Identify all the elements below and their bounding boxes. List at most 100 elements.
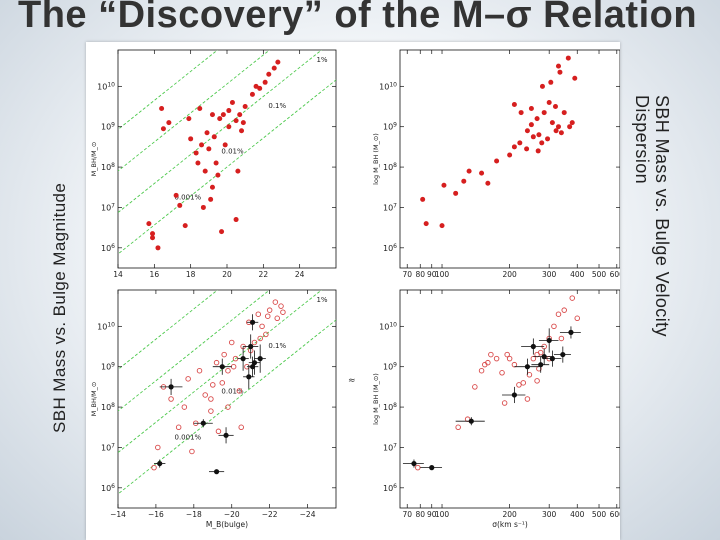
guide-label: 0.001% bbox=[174, 433, 201, 441]
data-point bbox=[210, 382, 216, 388]
data-point bbox=[530, 134, 536, 140]
data-point bbox=[549, 356, 555, 362]
data-point bbox=[266, 307, 273, 313]
x-tick-label: 600 bbox=[610, 270, 620, 279]
data-point bbox=[208, 396, 214, 402]
data-point bbox=[524, 128, 530, 134]
guide-label: 0.001% bbox=[174, 193, 201, 201]
data-point bbox=[441, 182, 447, 188]
data-point bbox=[186, 116, 192, 122]
data-point bbox=[229, 99, 235, 105]
guide-label: 0.1% bbox=[268, 102, 286, 110]
data-point bbox=[195, 160, 201, 166]
data-point bbox=[274, 315, 280, 322]
data-point bbox=[553, 128, 559, 134]
data-point bbox=[240, 356, 246, 362]
x-tick-label: 16 bbox=[150, 270, 160, 279]
data-point bbox=[233, 217, 239, 223]
data-point bbox=[200, 420, 206, 426]
data-point bbox=[238, 424, 244, 431]
data-point bbox=[501, 400, 508, 406]
y-tick-label: 106 bbox=[101, 483, 115, 493]
data-point bbox=[546, 99, 552, 105]
x-tick-label: −16 bbox=[148, 510, 164, 519]
x-tick-label: 70 bbox=[402, 510, 412, 519]
right-caption-line-2: Dispersion bbox=[632, 95, 652, 185]
x-tick-label: 500 bbox=[592, 510, 607, 519]
data-point bbox=[569, 295, 575, 301]
guide-label: 1% bbox=[316, 296, 327, 304]
data-point bbox=[574, 315, 580, 322]
y-tick-label: 107 bbox=[101, 202, 115, 212]
x-tick-label: −20 bbox=[224, 510, 240, 519]
data-point bbox=[517, 140, 523, 146]
data-point bbox=[157, 460, 163, 467]
y-axis-title: M_BH/M_⊙ bbox=[90, 142, 98, 177]
x-tick-label: 100 bbox=[435, 270, 450, 279]
data-point bbox=[173, 192, 179, 198]
data-point bbox=[257, 335, 263, 342]
data-point bbox=[265, 313, 271, 319]
x-tick-label: 18 bbox=[186, 270, 196, 279]
data-point bbox=[150, 235, 156, 241]
data-point bbox=[507, 152, 513, 158]
data-point bbox=[539, 83, 545, 89]
data-point bbox=[537, 349, 544, 356]
guide-line bbox=[118, 50, 271, 172]
plot-frame bbox=[117, 49, 337, 269]
data-point bbox=[478, 367, 485, 374]
data-point bbox=[565, 55, 571, 61]
data-point bbox=[516, 382, 522, 388]
data-point bbox=[240, 120, 246, 126]
data-point bbox=[221, 351, 227, 358]
data-point bbox=[555, 311, 562, 317]
data-point bbox=[555, 63, 561, 69]
data-point bbox=[155, 444, 161, 451]
data-point bbox=[223, 432, 229, 438]
data-point bbox=[188, 136, 194, 142]
data-point bbox=[568, 329, 574, 335]
data-point bbox=[208, 196, 214, 202]
data-point bbox=[499, 370, 505, 376]
data-point bbox=[226, 108, 232, 114]
data-point bbox=[567, 124, 573, 130]
data-point bbox=[220, 112, 226, 118]
data-point bbox=[545, 136, 551, 142]
x-tick-label: 90 bbox=[427, 510, 437, 519]
data-point bbox=[494, 158, 500, 164]
data-point bbox=[272, 299, 279, 305]
data-point bbox=[251, 339, 258, 346]
guide-label: 1% bbox=[316, 56, 327, 64]
y-tick-label: 106 bbox=[383, 483, 397, 493]
data-point bbox=[239, 128, 245, 134]
data-point bbox=[546, 337, 552, 344]
x-tick-label: 300 bbox=[542, 270, 557, 279]
plot-frame bbox=[399, 289, 620, 509]
plot-frame bbox=[117, 289, 337, 509]
y-tick-label: 107 bbox=[101, 442, 115, 452]
data-point bbox=[528, 106, 534, 112]
data-point bbox=[560, 351, 566, 358]
data-point bbox=[572, 75, 578, 81]
data-point bbox=[228, 339, 235, 346]
y-tick-label: 108 bbox=[101, 162, 115, 172]
right-caption-line-1: SBH Mass vs. Bulge Velocity bbox=[652, 95, 672, 337]
x-tick-label: 90 bbox=[427, 270, 437, 279]
data-point bbox=[199, 142, 205, 148]
x-tick-label: 200 bbox=[502, 510, 517, 519]
data-point bbox=[266, 71, 272, 77]
data-point bbox=[237, 112, 243, 118]
data-point bbox=[208, 408, 214, 414]
data-point bbox=[225, 367, 231, 374]
data-point bbox=[415, 464, 421, 471]
data-point bbox=[561, 307, 567, 313]
data-point bbox=[219, 364, 225, 370]
stray-mark: ≈ bbox=[348, 376, 356, 386]
y-tick-label: 1010 bbox=[97, 81, 115, 91]
data-point bbox=[278, 303, 284, 309]
x-tick-label: 400 bbox=[570, 270, 585, 279]
scatter-figure-svg: 1% 0.1% 0.01% 0.001% 14 16 18 20 22 24 106 107 108 10… bbox=[90, 49, 620, 529]
x-tick-label: −18 bbox=[186, 510, 202, 519]
x-tick-label: −24 bbox=[300, 510, 316, 519]
x-tick-label: 300 bbox=[542, 510, 557, 519]
